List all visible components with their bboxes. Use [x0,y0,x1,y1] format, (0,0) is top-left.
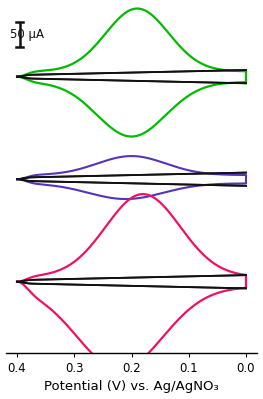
Text: 50 μA: 50 μA [10,28,44,41]
X-axis label: Potential (V) vs. Ag/AgNO₃: Potential (V) vs. Ag/AgNO₃ [44,380,219,393]
